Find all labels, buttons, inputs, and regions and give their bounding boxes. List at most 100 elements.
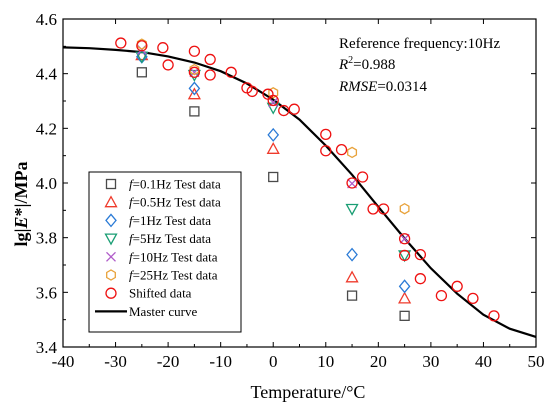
series-6-point-14 bbox=[288, 103, 300, 115]
series-6-point-3 bbox=[162, 59, 174, 71]
legend-label-2: f=1Hz Test data bbox=[129, 213, 211, 228]
x-axis-label: Temperature/°C bbox=[251, 382, 366, 402]
series-5-point-0 bbox=[136, 38, 147, 50]
series-6-point-25 bbox=[414, 273, 427, 285]
series-6-point-26 bbox=[435, 289, 448, 302]
y-tick-label: 4.0 bbox=[36, 174, 57, 193]
legend-label-1-var: f bbox=[129, 195, 135, 210]
legend-marker-6 bbox=[105, 287, 117, 299]
series-0-point-4 bbox=[399, 310, 410, 321]
annotation-r-value: =0.988 bbox=[353, 57, 395, 73]
series-1-point-1 bbox=[187, 87, 201, 100]
annotation-block: Reference frequency:10Hz R2=0.988 RMSE=0… bbox=[338, 36, 500, 95]
data-points-layer bbox=[115, 37, 500, 322]
series-2-point-2 bbox=[267, 127, 280, 142]
series-6-point-7 bbox=[204, 69, 216, 81]
legend-label-3-var: f bbox=[129, 231, 135, 246]
series-4-point-4-stroke-b bbox=[399, 233, 410, 244]
series-6-point-19 bbox=[356, 171, 369, 183]
annotation-r-symbol: R bbox=[338, 57, 348, 73]
series-2-point-1 bbox=[188, 81, 201, 96]
annotation-rmse-symbol: RMSE bbox=[338, 79, 377, 95]
series-2-point-3 bbox=[346, 247, 358, 262]
series-4-point-1 bbox=[189, 67, 200, 78]
annotation-r-squared: R2=0.988 bbox=[338, 55, 395, 73]
legend-label-5-var: f bbox=[129, 268, 135, 283]
series-6-point-20 bbox=[367, 203, 379, 215]
series-5-point-4 bbox=[399, 202, 410, 215]
y-tick-label: 3.6 bbox=[36, 283, 57, 302]
series-4-point-1-stroke-b bbox=[189, 67, 200, 78]
y-tick-label: 4.2 bbox=[36, 119, 57, 138]
annotation-reference-frequency: Reference frequency:10Hz bbox=[339, 36, 500, 52]
series-4-point-2-stroke-b bbox=[268, 97, 279, 108]
legend-label-4-var: f bbox=[129, 249, 135, 264]
series-4-point-4 bbox=[399, 233, 410, 244]
series-0-point-1 bbox=[189, 106, 200, 117]
y-axis-label: lg|E*|/MPa bbox=[11, 162, 31, 247]
series-5-point-3 bbox=[347, 146, 358, 159]
legend-label-master-curve: Master curve bbox=[129, 304, 197, 319]
legend-label-2-var: f bbox=[129, 213, 135, 228]
legend-label-0: f=0.1Hz Test data bbox=[129, 177, 221, 192]
series-1-point-2 bbox=[266, 141, 280, 154]
series-3-point-3 bbox=[345, 203, 359, 216]
x-tick-label: -30 bbox=[104, 352, 127, 371]
legend-label-6: Shifted data bbox=[129, 286, 192, 301]
x-tick-label: -20 bbox=[157, 352, 180, 371]
legend-box bbox=[88, 171, 242, 333]
series-6-point-18 bbox=[346, 177, 358, 189]
legend-label-0-text: =0.1Hz Test data bbox=[133, 177, 221, 192]
series-6-point-21 bbox=[377, 203, 390, 215]
legend-marker-5 bbox=[106, 269, 116, 281]
series-1-point-4 bbox=[398, 291, 412, 304]
series-6-point-17 bbox=[335, 144, 348, 156]
series-6-point-22 bbox=[398, 233, 411, 245]
legend-label-3: f=5Hz Test data bbox=[129, 231, 211, 246]
series-0-point-0 bbox=[136, 67, 147, 78]
annotation-rmse-value: =0.0314 bbox=[377, 79, 427, 95]
tick-labels-layer: -40 -30 -20 -10 0 10 20 30 40 50 3.4 3.6 3.8 4.0 4.2 4.… bbox=[36, 10, 545, 371]
series-6-point-5 bbox=[188, 66, 201, 78]
legend-marker-4-stroke-b bbox=[106, 251, 116, 262]
series-6-point-6 bbox=[204, 53, 216, 66]
x-tick-label: 20 bbox=[370, 352, 387, 371]
x-tick-label: 50 bbox=[528, 352, 545, 371]
legend-label-2-text: =1Hz Test data bbox=[133, 213, 212, 228]
y-tick-label: 4.6 bbox=[36, 10, 57, 29]
legend-label-5-text: =25Hz Test data bbox=[133, 268, 218, 283]
series-3-point-0 bbox=[135, 51, 149, 64]
x-tick-label: -40 bbox=[52, 352, 75, 371]
series-6-point-10 bbox=[246, 85, 258, 98]
series-6-point-1 bbox=[136, 40, 148, 52]
legend-label-1: f=0.5Hz Test data bbox=[129, 195, 221, 210]
legend-label-3-text: =5Hz Test data bbox=[133, 231, 212, 246]
series-6-point-23 bbox=[398, 249, 411, 262]
series-5-point-1 bbox=[189, 63, 200, 76]
y-tick-label: 3.8 bbox=[36, 229, 57, 248]
series-0-point-2 bbox=[268, 171, 279, 183]
series-6-point-0 bbox=[115, 37, 127, 49]
series-6-point-8 bbox=[225, 66, 237, 78]
series-6-point-27 bbox=[451, 280, 463, 292]
annotation-r-superscript: 2 bbox=[348, 55, 353, 66]
legend-label-5: f=25Hz Test data bbox=[129, 268, 218, 283]
y-axis-label-part1: lg| bbox=[11, 229, 31, 247]
series-6-point-2 bbox=[157, 42, 169, 54]
x-tick-label: -10 bbox=[209, 352, 232, 371]
annotation-rmse: RMSE=0.0314 bbox=[338, 79, 428, 95]
series-6-point-4 bbox=[188, 45, 201, 57]
legend-label-4-text: =10Hz Test data bbox=[133, 249, 218, 264]
series-6-point-24 bbox=[414, 248, 427, 261]
series-6-point-28 bbox=[467, 292, 479, 304]
legend-label-1-text: =0.5Hz Test data bbox=[133, 195, 221, 210]
x-tick-label: 40 bbox=[475, 352, 492, 371]
x-tick-label: 10 bbox=[317, 352, 334, 371]
x-tick-label: 0 bbox=[269, 352, 278, 371]
axes-layer bbox=[62, 18, 537, 348]
y-tick-label: 4.4 bbox=[36, 65, 58, 84]
series-1-point-3 bbox=[345, 270, 359, 283]
legend-marker-0 bbox=[105, 178, 117, 190]
